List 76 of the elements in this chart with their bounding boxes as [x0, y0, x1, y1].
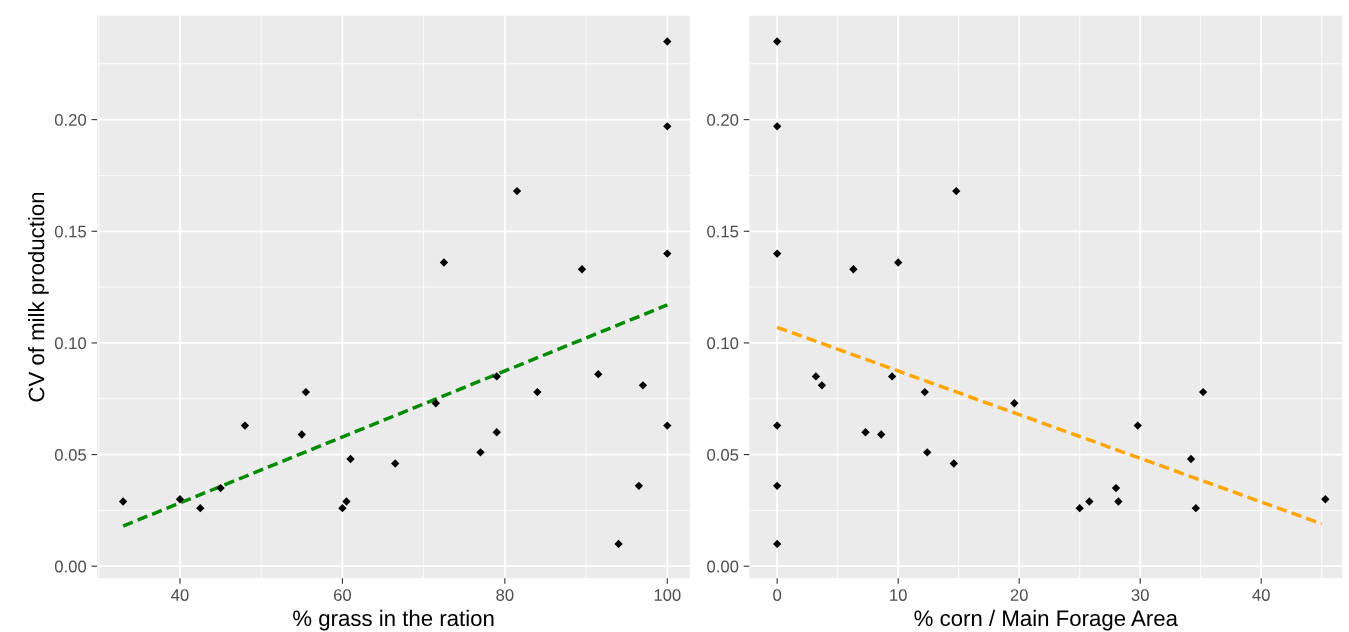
point	[342, 497, 351, 506]
point	[297, 430, 306, 439]
y-tick-label: 0.00	[54, 560, 87, 573]
x-axis-title: % grass in the ration	[293, 609, 494, 631]
y-tick-label: 0.10	[707, 337, 739, 350]
point	[1114, 497, 1123, 506]
point	[240, 421, 250, 430]
point	[1010, 399, 1019, 408]
point	[773, 481, 782, 490]
x-tick-label: 0	[773, 589, 782, 601]
point	[175, 495, 185, 504]
x-tick-label: 100	[654, 589, 681, 601]
point	[1198, 387, 1208, 397]
point	[634, 481, 644, 490]
point	[1321, 495, 1330, 504]
point	[391, 459, 400, 468]
point	[439, 258, 449, 267]
x-axis-title: % corn / Main Forage Area	[914, 609, 1178, 631]
point	[663, 421, 672, 430]
point	[594, 370, 603, 379]
y-tick-label: 0.10	[54, 337, 87, 350]
point	[817, 381, 827, 390]
point	[952, 186, 961, 196]
y-tick-label: 0.20	[707, 114, 739, 126]
y-tick-label: 0.15	[707, 225, 739, 238]
x-tick-label: 40	[1252, 589, 1270, 601]
y-tick-label: 0.05	[707, 448, 739, 461]
point	[196, 504, 205, 513]
point	[894, 258, 903, 267]
point	[118, 497, 128, 506]
point	[614, 539, 623, 549]
point	[923, 448, 932, 457]
point	[1085, 497, 1094, 506]
x-tick-label: 60	[334, 589, 352, 601]
point	[1191, 504, 1201, 513]
y-tick-label: 0.00	[707, 560, 739, 573]
y-tick-label: 0.15	[54, 225, 87, 238]
point	[1075, 504, 1084, 513]
point	[492, 372, 501, 381]
point	[811, 372, 821, 381]
x-tick-label: 40	[171, 589, 189, 601]
point	[773, 122, 782, 131]
x-tick-label: 80	[496, 589, 514, 601]
x-tick-label: 10	[890, 589, 907, 601]
point	[1133, 421, 1142, 430]
point	[476, 448, 485, 457]
point	[512, 186, 522, 196]
point	[773, 37, 782, 46]
point	[949, 459, 958, 468]
point	[663, 37, 672, 46]
point	[577, 265, 587, 274]
point	[492, 428, 501, 437]
point	[663, 249, 672, 258]
x-tick-label: 20	[1010, 589, 1028, 601]
y-tick-label: 0.05	[54, 448, 87, 461]
point	[773, 539, 782, 549]
point	[346, 454, 355, 464]
point	[920, 387, 929, 397]
y-axis-title: CV of milk production	[28, 192, 49, 402]
point	[1186, 454, 1196, 464]
point	[216, 483, 225, 493]
point	[301, 387, 311, 397]
point	[338, 504, 347, 513]
point	[431, 399, 440, 408]
point	[1111, 483, 1121, 493]
y-tick-label: 0.20	[54, 114, 87, 126]
point	[773, 249, 782, 258]
point	[877, 430, 886, 439]
point	[533, 387, 542, 397]
x-tick-label: 30	[1131, 589, 1149, 601]
point	[663, 122, 672, 131]
point	[849, 265, 858, 274]
point	[861, 428, 870, 437]
point	[887, 372, 897, 381]
point	[638, 381, 648, 390]
point	[773, 421, 782, 430]
